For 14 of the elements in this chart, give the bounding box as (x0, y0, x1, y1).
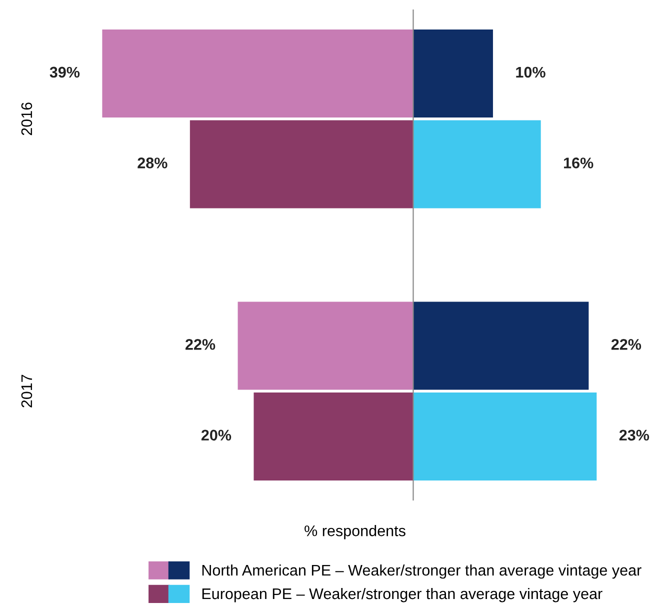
y-tick-label: 2016 (21, 102, 32, 136)
data-label: 10% (516, 66, 546, 78)
data-label: 20% (201, 430, 232, 441)
bar (413, 30, 493, 118)
data-label: 16% (564, 158, 594, 168)
data-label: 22% (611, 339, 642, 350)
data-label: 23% (619, 430, 650, 441)
legend-label: North American PE – Weaker/stronger than average vintage year (202, 564, 642, 579)
data-label: 28% (138, 158, 168, 168)
y-tick-label: 2017 (21, 374, 32, 408)
data-label: 22% (186, 339, 216, 350)
data-label: 39% (50, 66, 80, 78)
x-axis-title: % respondents (304, 525, 406, 540)
legend-label: European PE – Weaker/stronger than average vintage year (202, 588, 602, 602)
